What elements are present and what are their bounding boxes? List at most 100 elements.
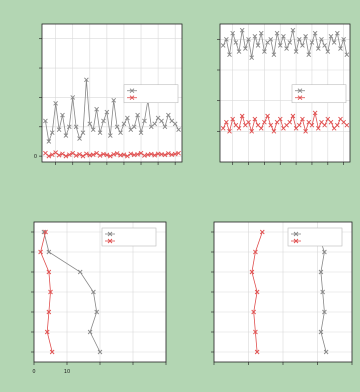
data-point [80,130,86,135]
data-point [53,150,58,155]
data-point [77,136,82,141]
plot-frame [213,221,353,363]
data-point [84,77,89,83]
data-point [254,289,260,295]
data-point [107,133,113,138]
data-point [271,129,277,134]
data-point [107,153,113,159]
data-point [258,125,264,131]
plot-frame [33,221,167,363]
data-point [142,118,147,124]
data-point [290,27,296,33]
data-point [148,151,154,157]
data-point [344,122,350,128]
data-point [258,30,264,36]
data-point [94,309,100,315]
data-point [46,309,52,315]
legend-marker [107,231,113,237]
data-point [318,269,324,275]
data-point [87,152,93,158]
data-point [287,40,293,45]
data-point [90,152,96,157]
legend-marker [297,95,303,101]
data-point [87,329,93,335]
data-point [277,43,283,48]
data-point [73,153,79,158]
data-point [97,153,103,158]
data-point [281,33,286,39]
data-point [265,113,270,119]
data-point [239,27,245,33]
data-point [101,118,106,124]
data-point [315,125,321,131]
data-point [227,52,232,57]
data-point [84,151,89,157]
data-point [246,119,251,125]
data-point [53,100,58,106]
data-point [159,118,164,124]
data-point [249,129,255,134]
data-point [338,46,343,51]
data-point [125,115,130,121]
legend-box [287,227,343,247]
data-point [114,151,120,156]
data-point [259,229,265,235]
data-point [300,43,305,48]
data-point [77,269,83,275]
data-point [224,37,229,42]
data-point [46,249,52,255]
data-point [262,49,267,54]
chart-1: 0 [34,23,183,165]
data-point [322,43,327,48]
data-point [63,133,69,138]
data-point [104,109,110,115]
data-point [176,150,181,156]
data-point [220,43,226,48]
data-point [66,124,72,130]
data-point [118,152,123,158]
data-point [236,125,242,131]
data-point [271,52,277,57]
legend [123,84,179,104]
data-point [236,49,242,54]
data-point [251,309,256,315]
data-point [63,153,69,159]
data-point [325,49,331,54]
x-tick-label: 10 [64,369,70,375]
data-point [125,153,130,159]
legend-box [101,227,157,247]
data-point [128,151,134,157]
data-point [121,121,127,127]
data-point [97,130,103,135]
data-point [90,127,96,133]
data-point [220,125,226,131]
data-point [243,46,248,51]
data-point [233,40,239,45]
data-point [152,152,158,158]
legend [287,227,343,247]
y-tick-label: 0 [34,154,37,160]
data-point [268,37,274,42]
data-point [73,124,79,130]
data-point [176,127,181,133]
data-point [135,112,140,118]
legend-box [123,84,179,104]
data-point [309,122,315,128]
data-point [277,116,283,122]
data-point [80,153,86,159]
data-point [255,43,261,48]
data-point [252,33,258,39]
data-point [162,124,168,130]
data-point [135,152,140,157]
data-point [155,151,161,157]
data-point [328,33,334,39]
data-point [166,151,171,156]
data-point [254,349,260,355]
data-point [38,249,43,255]
data-point [300,116,305,122]
data-point [253,329,258,335]
data-point [249,55,255,61]
data-point [172,151,178,157]
legend-marker [293,231,299,237]
data-point [322,309,327,315]
